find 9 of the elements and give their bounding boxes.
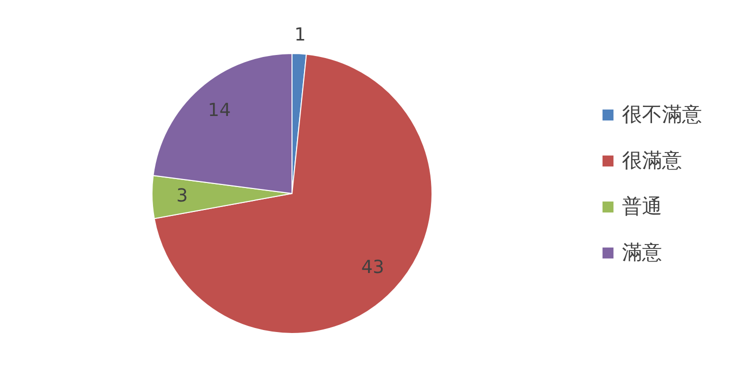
data-label: 43 [361, 257, 384, 278]
legend-label: 很不滿意 [622, 102, 702, 126]
pie-slice [154, 54, 432, 334]
legend-label: 普通 [622, 194, 662, 218]
data-label: 3 [176, 185, 188, 206]
data-label: 1 [294, 24, 306, 46]
data-label: 14 [208, 100, 231, 121]
legend-label: 很滿意 [622, 148, 682, 172]
legend-label: 滿意 [622, 240, 662, 264]
